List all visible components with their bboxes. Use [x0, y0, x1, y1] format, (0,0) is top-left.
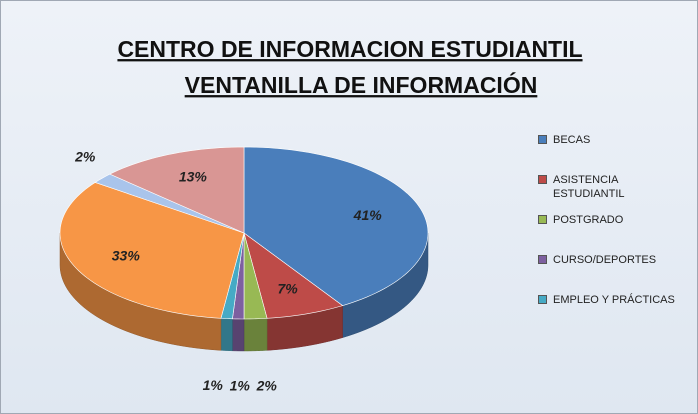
chart-title: VENTANILLA DE INFORMACIÓN — [185, 71, 538, 98]
slice — [243, 146, 429, 306]
legend-label: POSTGRADO — [553, 214, 624, 226]
slice — [109, 146, 245, 234]
legend-swatch — [538, 175, 547, 184]
legend-label: EMPLEO Y PRÁCTICAS — [553, 294, 675, 306]
slice — [59, 182, 245, 319]
data-label: 2% — [74, 148, 96, 164]
legend-swatch — [538, 215, 547, 224]
data-label: 13% — [179, 168, 208, 184]
data-label: 33% — [112, 248, 141, 264]
legend: BECAS ASISTENCIA ESTUDIANTIL POSTGRADO CURS… — [538, 133, 697, 333]
legend-item: ASISTENCIA ESTUDIANTIL — [538, 173, 697, 213]
legend-item: BECAS — [538, 133, 697, 173]
data-label: 2% — [256, 377, 278, 393]
data-label: 1% — [203, 377, 224, 393]
legend-swatch — [538, 255, 547, 264]
legend-swatch — [538, 295, 547, 304]
slice-side — [232, 318, 245, 352]
data-label: 41% — [353, 207, 383, 223]
legend-item: POSTGRADO — [538, 213, 697, 253]
chart-title: CENTRO DE INFORMACION ESTUDIANTIL — [117, 36, 582, 62]
slice — [243, 232, 344, 319]
legend-label: ASISTENCIA ESTUDIANTIL — [553, 174, 625, 200]
data-label: 1% — [230, 377, 251, 393]
slice-side — [243, 318, 268, 352]
legend-swatch — [538, 135, 547, 144]
slice-side — [220, 318, 233, 352]
legend-item: EMPLEO Y PRÁCTICAS — [538, 293, 697, 333]
legend-item: CURSO/DEPORTES — [538, 253, 697, 293]
legend-label: CURSO/DEPORTES — [553, 254, 657, 266]
legend-label: BECAS — [553, 134, 591, 146]
data-label: 7% — [278, 280, 299, 296]
